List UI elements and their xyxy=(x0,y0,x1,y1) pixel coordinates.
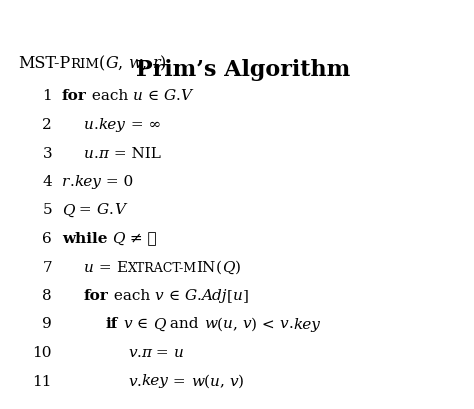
Text: 10: 10 xyxy=(33,346,52,360)
Text: XTRACT-M: XTRACT-M xyxy=(128,261,197,274)
Text: u: u xyxy=(84,146,94,160)
Text: w: w xyxy=(128,55,142,72)
Text: r: r xyxy=(153,55,160,72)
Text: =: = xyxy=(74,204,97,218)
Text: ): ) xyxy=(160,55,166,72)
Text: (: ( xyxy=(99,55,106,72)
Text: ,: , xyxy=(219,375,229,389)
Text: 2: 2 xyxy=(42,118,52,132)
Text: .: . xyxy=(176,90,181,103)
Text: (: ( xyxy=(216,261,222,274)
Text: ) <: ) < xyxy=(251,317,280,332)
Text: E: E xyxy=(117,261,128,274)
Text: G: G xyxy=(106,55,118,72)
Text: ]: ] xyxy=(243,289,248,303)
Text: .: . xyxy=(288,317,293,332)
Text: 1: 1 xyxy=(42,90,52,103)
Text: (: ( xyxy=(217,317,223,332)
Text: r: r xyxy=(62,175,69,189)
Text: u: u xyxy=(233,289,243,303)
Text: =: = xyxy=(151,346,174,360)
Text: =: = xyxy=(168,375,191,389)
Text: key: key xyxy=(293,317,320,332)
Text: u: u xyxy=(174,346,184,360)
Text: .: . xyxy=(137,346,141,360)
Text: Q: Q xyxy=(112,232,125,246)
Text: 5: 5 xyxy=(42,204,52,218)
Text: v: v xyxy=(155,289,164,303)
Text: if: if xyxy=(106,317,118,332)
Text: π: π xyxy=(141,346,151,360)
Text: u: u xyxy=(84,118,94,132)
Text: ): ) xyxy=(238,375,244,389)
Text: each: each xyxy=(109,289,155,303)
Text: .: . xyxy=(94,146,99,160)
Text: 9: 9 xyxy=(42,317,52,332)
Text: IN: IN xyxy=(197,261,216,274)
Text: w: w xyxy=(191,375,204,389)
Text: u: u xyxy=(133,90,143,103)
Text: each: each xyxy=(87,90,133,103)
Text: (: ( xyxy=(204,375,210,389)
Text: ∈: ∈ xyxy=(132,317,153,332)
Text: V: V xyxy=(181,90,191,103)
Text: v: v xyxy=(280,317,288,332)
Text: RIM: RIM xyxy=(70,58,99,71)
Text: MST-P: MST-P xyxy=(18,55,70,72)
Text: 4: 4 xyxy=(42,175,52,189)
Text: for: for xyxy=(84,289,109,303)
Text: Prim’s Algorithm: Prim’s Algorithm xyxy=(136,58,350,81)
Text: =: = xyxy=(94,261,117,274)
Text: .: . xyxy=(197,289,201,303)
Text: w: w xyxy=(204,317,217,332)
Text: and: and xyxy=(165,317,204,332)
Text: G: G xyxy=(184,289,197,303)
Text: 3: 3 xyxy=(42,146,52,160)
Text: 7: 7 xyxy=(42,261,52,274)
Text: .: . xyxy=(94,118,99,132)
Text: = NIL: = NIL xyxy=(109,146,161,160)
Text: key: key xyxy=(99,118,126,132)
Text: G: G xyxy=(97,204,109,218)
Text: = ∞: = ∞ xyxy=(126,118,161,132)
Text: u: u xyxy=(223,317,233,332)
Text: .: . xyxy=(69,175,74,189)
Text: 6: 6 xyxy=(42,232,52,246)
Text: ∈: ∈ xyxy=(143,90,164,103)
Text: v: v xyxy=(242,317,251,332)
Text: = 0: = 0 xyxy=(101,175,133,189)
Text: .: . xyxy=(109,204,114,218)
Text: ,: , xyxy=(142,55,153,72)
Text: u: u xyxy=(210,375,219,389)
Text: [: [ xyxy=(227,289,233,303)
Text: v: v xyxy=(128,375,137,389)
Text: 8: 8 xyxy=(42,289,52,303)
Text: π: π xyxy=(99,146,109,160)
Text: v: v xyxy=(229,375,238,389)
Text: ∈: ∈ xyxy=(164,289,184,303)
Text: Q: Q xyxy=(153,317,165,332)
Text: Adj: Adj xyxy=(201,289,227,303)
Text: V: V xyxy=(114,204,125,218)
Text: u: u xyxy=(84,261,94,274)
Text: ): ) xyxy=(234,261,240,274)
Text: .: . xyxy=(137,375,141,389)
Text: v: v xyxy=(123,317,132,332)
Text: ,: , xyxy=(118,55,128,72)
Text: for: for xyxy=(62,90,87,103)
Text: 11: 11 xyxy=(33,375,52,389)
Text: v: v xyxy=(128,346,137,360)
Text: key: key xyxy=(74,175,101,189)
Text: ≠ ∅: ≠ ∅ xyxy=(125,232,156,246)
Text: while: while xyxy=(62,232,108,246)
Text: Q: Q xyxy=(62,204,74,218)
Text: Q: Q xyxy=(222,261,234,274)
Text: G: G xyxy=(164,90,176,103)
Text: ,: , xyxy=(233,317,242,332)
Text: key: key xyxy=(141,375,168,389)
